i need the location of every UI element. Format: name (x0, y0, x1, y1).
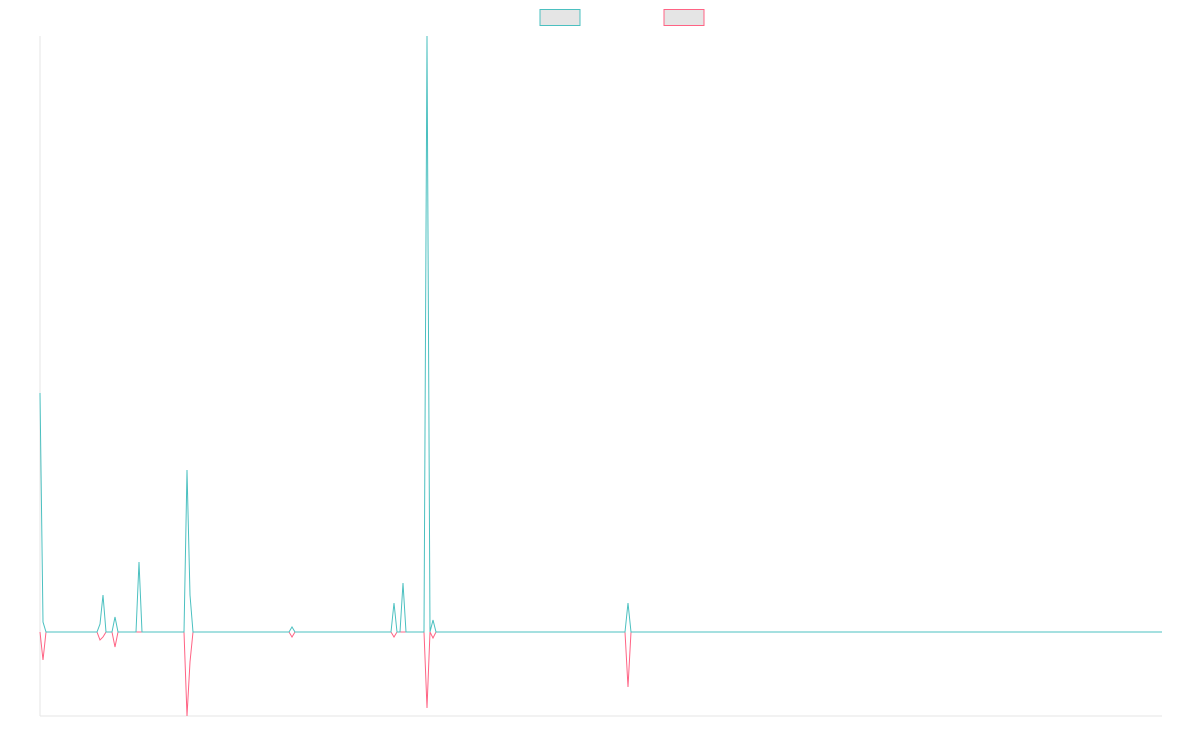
legend-swatch[interactable] (539, 9, 581, 26)
series-line (39, 35, 1162, 633)
legend-swatch[interactable] (663, 9, 705, 26)
series-line (39, 631, 1162, 717)
